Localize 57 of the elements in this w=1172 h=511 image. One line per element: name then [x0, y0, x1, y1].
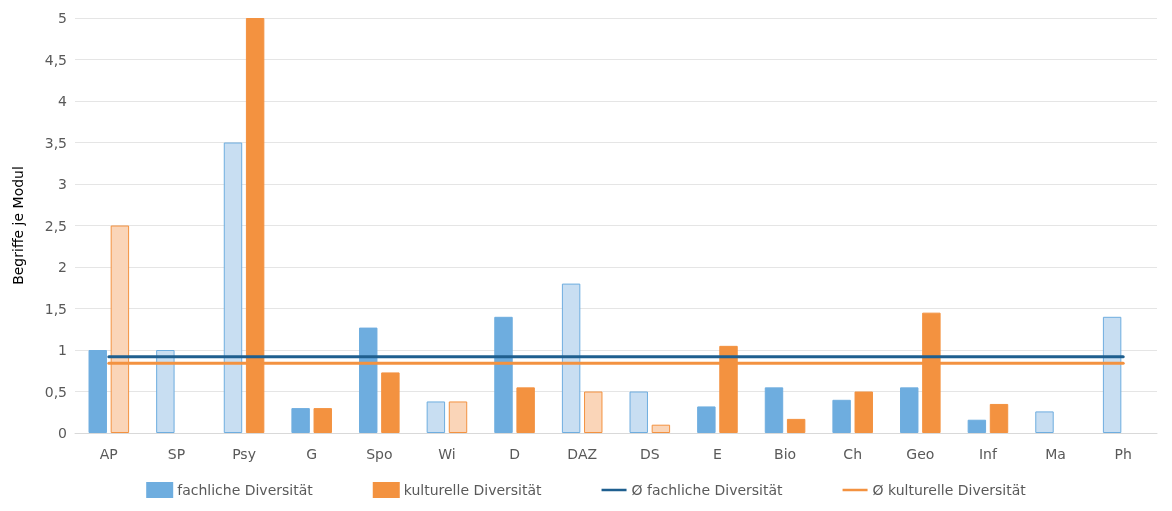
x-tick-label: Bio	[774, 446, 797, 462]
x-tick-label: Wi	[438, 446, 456, 462]
y-tick-label: 3	[58, 176, 67, 192]
bar	[448, 401, 468, 433]
bar	[291, 408, 310, 433]
x-tick-label: D	[509, 446, 520, 462]
y-tick-label: 0,5	[44, 383, 67, 400]
y-tick-label: 4,5	[44, 51, 67, 68]
y-tick-label: 1,5	[44, 300, 67, 317]
bar	[426, 401, 446, 433]
x-tick-label: Inf	[978, 446, 998, 462]
x-tick-label: Spo	[366, 446, 393, 462]
bar	[989, 403, 1009, 433]
bar	[629, 391, 648, 433]
bar	[584, 391, 603, 433]
bar	[88, 350, 107, 433]
bar	[223, 142, 243, 433]
x-tick-label: SP	[167, 446, 186, 462]
x-tick-label: AP	[99, 446, 118, 462]
x-tick-label: Ma	[1045, 446, 1066, 462]
x-tick-label: Ch	[843, 446, 863, 462]
y-tick-label: 3,5	[44, 134, 67, 151]
bar	[900, 387, 919, 433]
bar	[1102, 316, 1122, 433]
bar	[764, 387, 784, 433]
y-tick-label: 4	[58, 93, 68, 109]
bar	[854, 391, 873, 433]
legend-label: Ø kulturelle Diversität	[872, 482, 1027, 498]
legend-label: fachliche Diversität	[177, 482, 314, 498]
bar	[156, 350, 175, 433]
bar	[561, 283, 581, 433]
bar	[1035, 411, 1054, 433]
y-tick-label: 2	[58, 259, 67, 275]
legend-label: kulturelle Diversität	[403, 482, 543, 498]
y-tick-label: 0	[58, 425, 67, 441]
legend-label: Ø fachliche Diversität	[631, 482, 784, 498]
x-tick-label: Ph	[1114, 446, 1132, 462]
bar	[313, 408, 332, 433]
x-tick-label: DAZ	[567, 446, 598, 462]
x-tick-label: E	[713, 446, 722, 462]
bar	[381, 372, 400, 433]
bar	[494, 316, 513, 433]
bar	[651, 424, 671, 433]
y-tick-label: 1	[58, 342, 67, 358]
x-tick-label: G	[306, 446, 318, 462]
bar	[359, 327, 378, 433]
x-tick-label: Psy	[232, 446, 256, 462]
y-tick-label: 5	[58, 10, 67, 26]
y-tick-label: 2,5	[44, 217, 67, 234]
bar	[697, 406, 716, 433]
bar	[832, 399, 851, 433]
x-tick-label: Geo	[906, 446, 935, 462]
x-tick-label: DS	[639, 446, 660, 462]
bar	[516, 387, 535, 433]
y-axis-title: Begriffe je Modul	[10, 166, 26, 285]
bar	[786, 418, 806, 433]
bar	[967, 419, 987, 433]
